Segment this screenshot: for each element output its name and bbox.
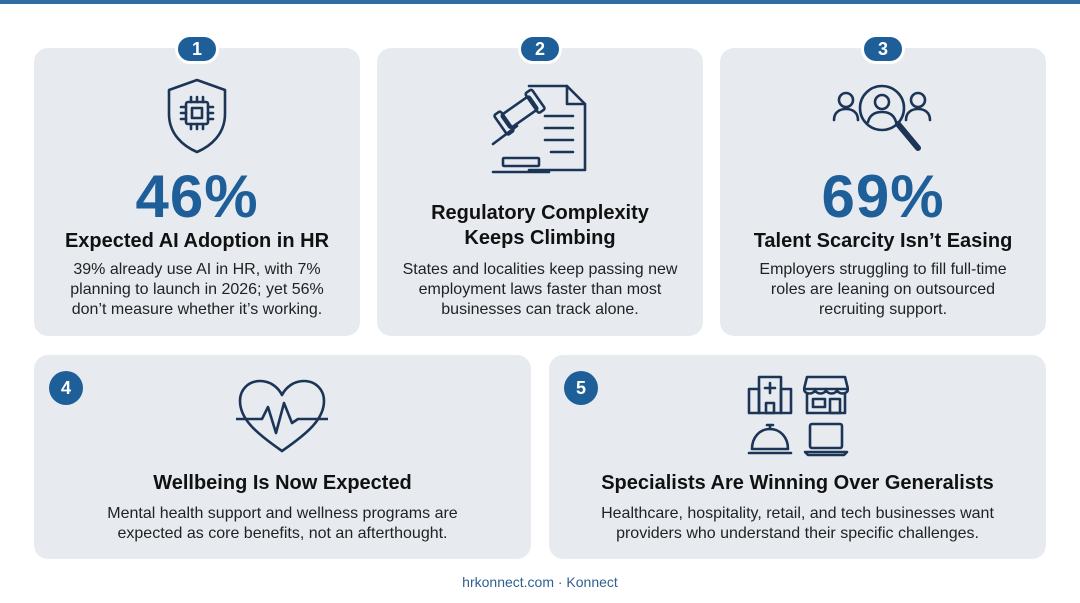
laptop-icon (803, 421, 849, 457)
card-wellbeing: 4 Wellbeing Is Now Expected Mental healt… (34, 355, 531, 559)
stat-value: 46% (135, 163, 259, 230)
card-talent-scarcity: 69% Talent Scarcity Isn’t Easing Employe… (720, 48, 1046, 336)
card-description: Employers struggling to fill full-time r… (759, 261, 1007, 318)
card-number-badge: 4 (49, 371, 83, 405)
card-ai-adoption: 46% Expected AI Adoption in HR 39% alrea… (34, 48, 360, 336)
gavel-document-icon (487, 82, 591, 178)
hospital-icon (747, 375, 793, 415)
card-number-badge: 3 (861, 34, 905, 64)
card-title: Talent Scarcity Isn’t Easing (753, 230, 1013, 252)
stat-value: 69% (821, 163, 945, 230)
shield-chip-icon (161, 76, 233, 156)
card-title: Specialists Are Winning Over Generalists (601, 472, 994, 494)
card-number-badge: 5 (564, 371, 598, 405)
card-title: Wellbeing Is Now Expected (153, 472, 412, 494)
footer-credit: hrkonnect.com · Konnect (462, 574, 618, 590)
card-title: Regulatory Complexity Keeps Climbing (431, 202, 649, 249)
card-description: States and localities keep passing new e… (402, 261, 678, 318)
card-description: Mental health support and wellness progr… (107, 505, 458, 542)
card-description: 39% already use AI in HR, with 7% planni… (70, 261, 324, 318)
top-accent-bar (0, 0, 1080, 4)
card-number-badge: 1 (175, 34, 219, 64)
heart-pulse-icon (236, 377, 328, 455)
people-search-icon (832, 82, 932, 158)
storefront-icon (803, 375, 849, 415)
card-title: Expected AI Adoption in HR (64, 230, 330, 252)
card-description: Healthcare, hospitality, retail, and tec… (601, 505, 994, 542)
card-specialists: 5 Specialists Are Winning Ove (549, 355, 1046, 559)
service-bell-icon (747, 419, 793, 457)
card-number-badge: 2 (518, 34, 562, 64)
card-regulatory-complexity: Regulatory Complexity Keeps Climbing Sta… (377, 48, 703, 336)
